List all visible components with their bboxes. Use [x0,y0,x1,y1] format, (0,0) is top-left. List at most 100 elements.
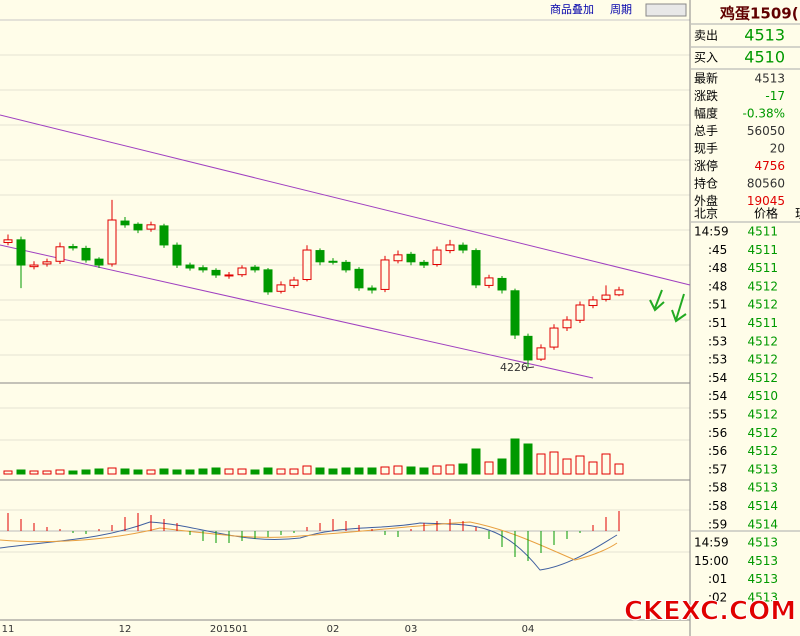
volume-bar [445,464,455,475]
tick-time: :54 [708,371,727,385]
x-tick-label: 12 [119,624,132,635]
tick-time: :51 [708,298,727,312]
volume-bar [107,467,117,475]
tick-header: 北京 [694,207,718,221]
tick-price: 4514 [747,517,778,531]
tick-price: 4511 [747,261,778,275]
trend-line [0,114,691,286]
candle-body [185,264,195,269]
quote-label: 最新 [694,71,718,86]
candle-body [484,277,494,286]
candle-body [445,244,455,252]
tick-price: 4511 [747,316,778,330]
x-tick-label: 02 [327,624,340,635]
volume-bar [562,458,572,475]
tick-time: :56 [708,444,727,458]
tick-time: :48 [708,261,727,275]
candle-body [81,247,91,261]
candle-body [55,246,65,262]
volume-bar [263,467,273,475]
candle-body [94,258,104,266]
candle-body [523,335,533,361]
volume-bar [237,468,247,475]
volume-bar [328,468,338,475]
tick-time: :58 [708,499,727,513]
candle-body [224,274,234,277]
tick-price: 4512 [747,353,778,367]
overlay-button[interactable]: 商品叠加 [550,2,594,16]
tick-price: 4513 [747,572,778,586]
tick-price: 4513 [747,591,778,605]
volume-bar [549,451,559,475]
volume-bar [224,468,234,475]
quote-value: 19045 [747,194,785,208]
tick-price: 4512 [747,334,778,348]
volume-bar [354,467,364,475]
candle-body [419,261,429,266]
volume-bar [159,468,169,475]
volume-bar [42,470,52,475]
candle-body [172,244,182,266]
volume-bar [315,467,325,475]
candle-body [250,266,260,271]
candle-body [276,284,286,292]
volume-bar [250,469,260,475]
tick-time: :45 [708,243,727,257]
tick-time: :02 [708,591,727,605]
arrow [671,293,687,323]
candle-body [393,254,403,262]
sell-price: 4513 [744,26,785,45]
macd-dif-line [0,521,618,571]
volume-bar [471,448,481,475]
tick-time: :54 [708,389,727,403]
contract-title: 鸡蛋1509( [719,5,799,23]
tick-time: :57 [708,462,727,476]
candle-body [471,250,481,286]
volume-bar [510,438,520,475]
tick-time: 14:59 [694,536,729,550]
zoom-buttons[interactable] [645,3,687,17]
volume-bar [211,467,221,475]
volume-bar [302,465,312,475]
tick-price: 4513 [747,536,778,550]
volume-bar [458,463,468,475]
low-annotation: 4226 [500,361,528,374]
volume-bar [3,470,13,475]
volume-bar [198,468,208,475]
candle-body [263,269,273,293]
volume-bar [367,467,377,475]
candle-body [211,269,221,276]
tick-price: 4512 [747,298,778,312]
arrow [649,289,665,312]
tick-price: 4514 [747,499,778,513]
candle-body [601,294,611,300]
quote-label: 现手 [694,142,718,156]
volume-bar [172,469,182,475]
candle-body [29,264,39,268]
candle-body [133,223,143,231]
period-button[interactable]: 周期 [610,3,632,16]
grid [0,54,690,553]
candle-body [42,261,52,265]
candle-body [289,279,299,286]
tick-price: 4512 [747,426,778,440]
candle-body [458,244,468,251]
candle-body [146,224,156,230]
volume-bar [523,443,533,475]
candle-body [497,277,507,291]
quote-value: 4756 [754,159,785,173]
volume-bar [68,470,78,475]
tick-price: 4513 [747,554,778,568]
quote-value: 4513 [754,72,785,86]
candle-body [159,225,169,246]
watermark: CKEXC.COM [624,597,796,627]
x-tick-label: 11 [2,624,15,635]
volume-bar [536,453,546,475]
volume-bar [29,470,39,475]
volume-bar [393,465,403,475]
tick-time: :59 [708,517,727,531]
tick-time: :55 [708,408,727,422]
tick-time: :53 [708,334,727,348]
candle-body [341,261,351,271]
